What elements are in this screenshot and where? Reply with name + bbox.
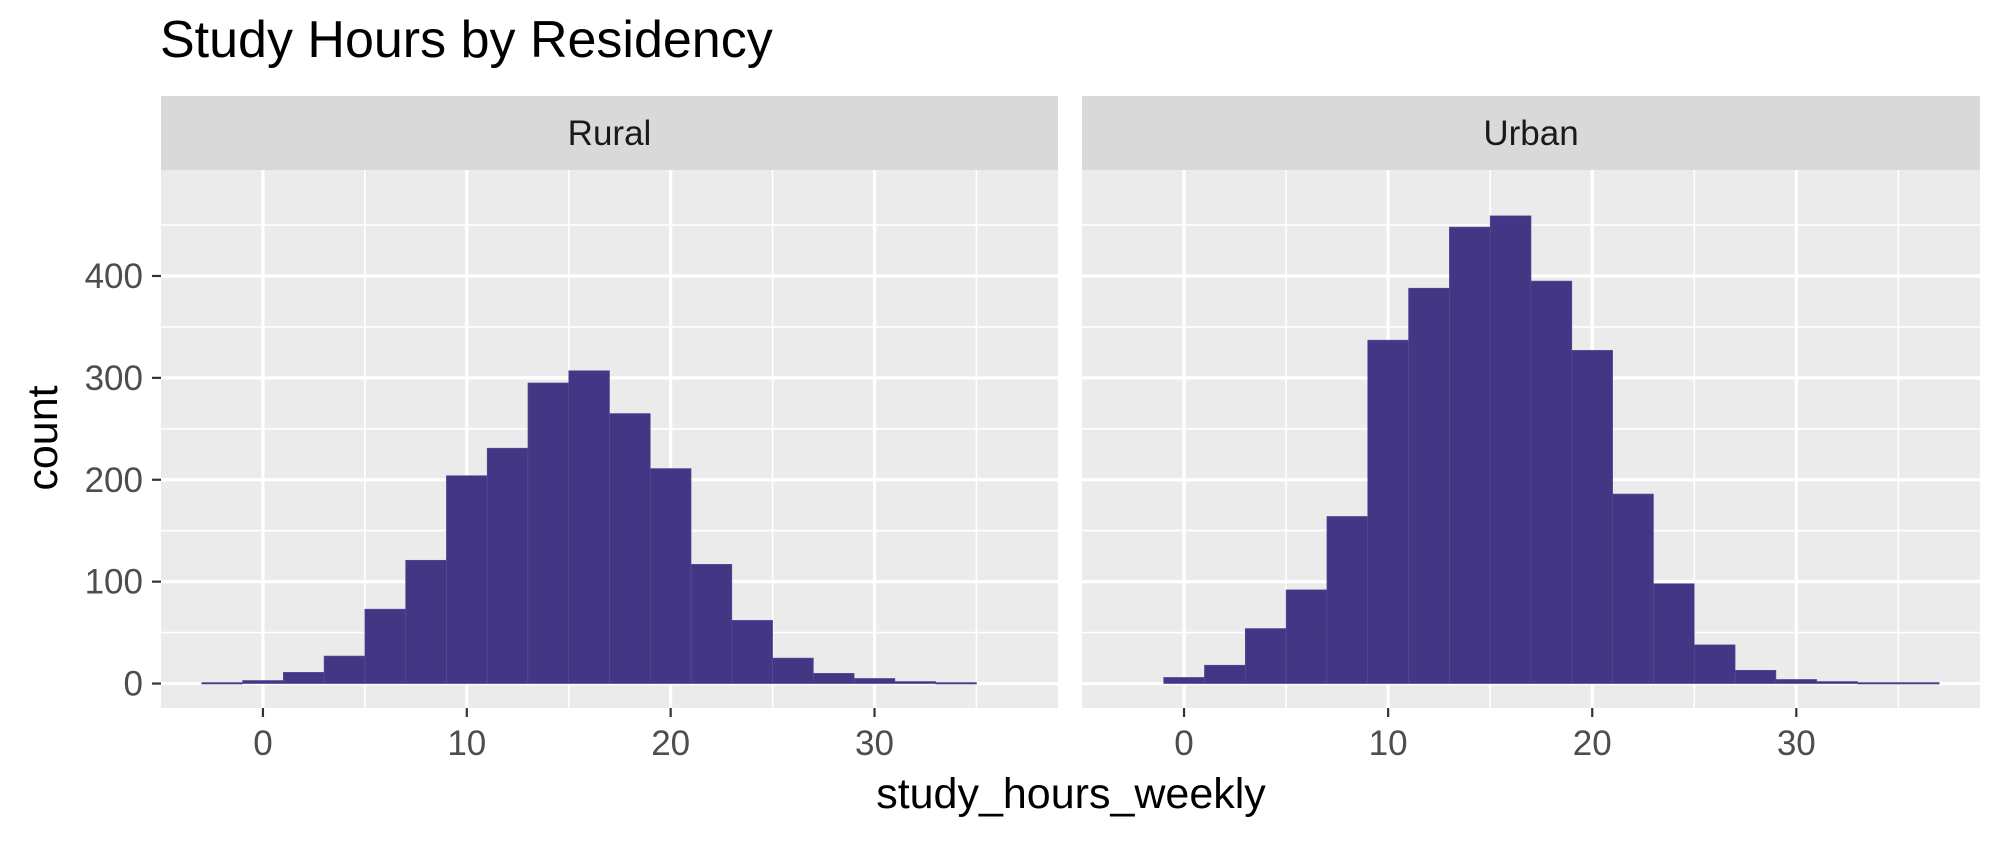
histogram-bar <box>1244 628 1287 684</box>
histogram-bar <box>446 475 488 684</box>
facet-panel-urban: Urban 0 10 20 30 <box>1082 96 1980 763</box>
x-tick-label: 0 <box>253 724 272 763</box>
histogram-bar <box>1204 664 1246 684</box>
histogram-bar <box>1857 682 1899 685</box>
y-tick-label: 200 <box>85 461 143 500</box>
histogram-bar <box>813 673 855 684</box>
histogram-bar <box>1734 669 1777 684</box>
histogram-bar <box>1571 350 1613 684</box>
histogram-bar <box>894 681 936 684</box>
histogram-bar <box>1408 287 1450 684</box>
histogram-bar <box>1816 681 1858 684</box>
x-axis-label: study_hours_weekly <box>876 770 1266 818</box>
histogram-bar <box>1489 215 1532 684</box>
x-tick-label: 10 <box>447 724 486 763</box>
histogram-bar <box>1449 226 1491 684</box>
histogram-bar <box>853 678 896 684</box>
histogram-bar <box>935 682 977 685</box>
histogram-bar <box>405 559 447 684</box>
histogram-bar <box>1898 682 1940 685</box>
y-tick-label: 100 <box>85 563 143 602</box>
x-tick-label: 20 <box>1573 724 1612 763</box>
histogram-bar <box>364 608 406 684</box>
histogram-bar <box>1530 280 1573 684</box>
histogram-bar <box>772 657 814 684</box>
histogram-bar <box>1693 644 1736 684</box>
y-axis-label: count <box>19 385 67 490</box>
histogram-bar <box>649 468 692 684</box>
histogram-bar <box>242 680 284 684</box>
facet-strip <box>1082 96 1980 170</box>
histogram-bar <box>1775 679 1818 684</box>
chart-title: Study Hours by Residency <box>160 11 773 69</box>
y-tick-label: 300 <box>85 359 143 398</box>
histogram-bar <box>486 447 529 684</box>
histogram-bar <box>609 413 651 684</box>
y-tick-label: 0 <box>124 665 143 704</box>
x-tick-label: 30 <box>1777 724 1816 763</box>
histogram-bar <box>568 370 610 684</box>
histogram-bar <box>690 564 733 684</box>
histogram-bar <box>1653 583 1695 684</box>
histogram-bar <box>323 655 366 684</box>
facet-strip <box>161 96 1058 170</box>
x-tick-label: 30 <box>855 724 894 763</box>
x-tick-label: 10 <box>1369 724 1408 763</box>
histogram-bar <box>1326 516 1369 684</box>
histogram-bar <box>1367 339 1409 684</box>
histogram-bar <box>1612 493 1654 684</box>
facet-strip-label: Urban <box>1483 114 1578 153</box>
histogram-bar <box>527 382 570 684</box>
histogram-bar <box>201 682 243 685</box>
x-tick-label: 20 <box>651 724 690 763</box>
histogram-bar <box>731 620 773 684</box>
x-tick-label: 0 <box>1174 724 1193 763</box>
facet-strip-label: Rural <box>568 114 652 153</box>
y-tick-label: 400 <box>85 257 143 296</box>
histogram-bar <box>1163 677 1205 684</box>
histogram-bar <box>283 672 325 684</box>
histogram-bar <box>1285 589 1328 684</box>
